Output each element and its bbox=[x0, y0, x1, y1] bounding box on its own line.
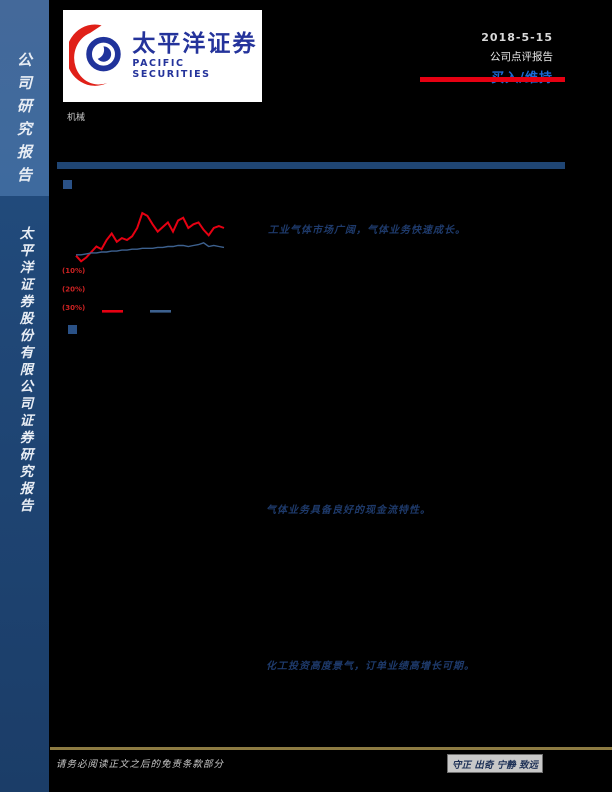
sidebar-company-line-label: 太平洋证券股份有限公司证券研究报告 bbox=[16, 226, 33, 515]
section-divider-rule bbox=[57, 162, 565, 169]
y-axis-tick-label: (10%) bbox=[62, 267, 85, 275]
logo-text-block: 太平洋证券 PACIFIC SECURITIES bbox=[132, 32, 262, 80]
highlight-text: 气体业务具备良好的现金流特性。 bbox=[266, 505, 431, 516]
footer-disclaimer: 请务必阅读正文之后的免责条款部分 bbox=[56, 759, 225, 770]
highlight-text: 化工投资高度景气，订单业绩高增长可期。 bbox=[266, 661, 475, 672]
legend-swatch-icon bbox=[150, 310, 171, 313]
footer-motto-text: 守正 出奇 宁静 致远 bbox=[452, 759, 538, 771]
chart-line bbox=[76, 242, 225, 256]
logo-english-name: PACIFIC SECURITIES bbox=[132, 58, 211, 81]
sidebar-top-band bbox=[0, 0, 49, 196]
footer-gold-rule bbox=[50, 747, 612, 750]
section-bullet-icon bbox=[68, 325, 77, 334]
sidebar-report-category: 公司研究报告 bbox=[0, 52, 49, 190]
footer-motto-box: 守正 出奇 宁静 致远 bbox=[447, 754, 543, 773]
report-type: 公司点评报告 bbox=[490, 51, 553, 63]
sidebar-bottom-band bbox=[0, 196, 49, 792]
header-red-underline bbox=[420, 77, 565, 82]
y-axis-tick-label: (20%) bbox=[62, 286, 85, 294]
highlight-text: 工业气体市场广阔，气体业务快速成长。 bbox=[268, 225, 466, 236]
logo-chinese-name: 太平洋证券 bbox=[132, 30, 258, 57]
sidebar-company-line: 太平洋证券股份有限公司证券研究报告 bbox=[0, 226, 49, 515]
stock-performance-chart: (10%) (20%) (30%) bbox=[62, 211, 225, 313]
sidebar-report-category-label: 公司研究报告 bbox=[15, 52, 33, 190]
section-bullet-icon bbox=[63, 180, 72, 189]
pacific-securities-logo-icon bbox=[69, 24, 121, 86]
legend-swatch-icon bbox=[102, 310, 123, 313]
company-logo: 太平洋证券 PACIFIC SECURITIES bbox=[63, 10, 262, 102]
industry-label: 机械 bbox=[67, 113, 86, 123]
chart-line bbox=[75, 211, 225, 263]
report-date: 2018-5-15 bbox=[481, 31, 553, 44]
y-axis-tick-label: (30%) bbox=[62, 304, 85, 312]
